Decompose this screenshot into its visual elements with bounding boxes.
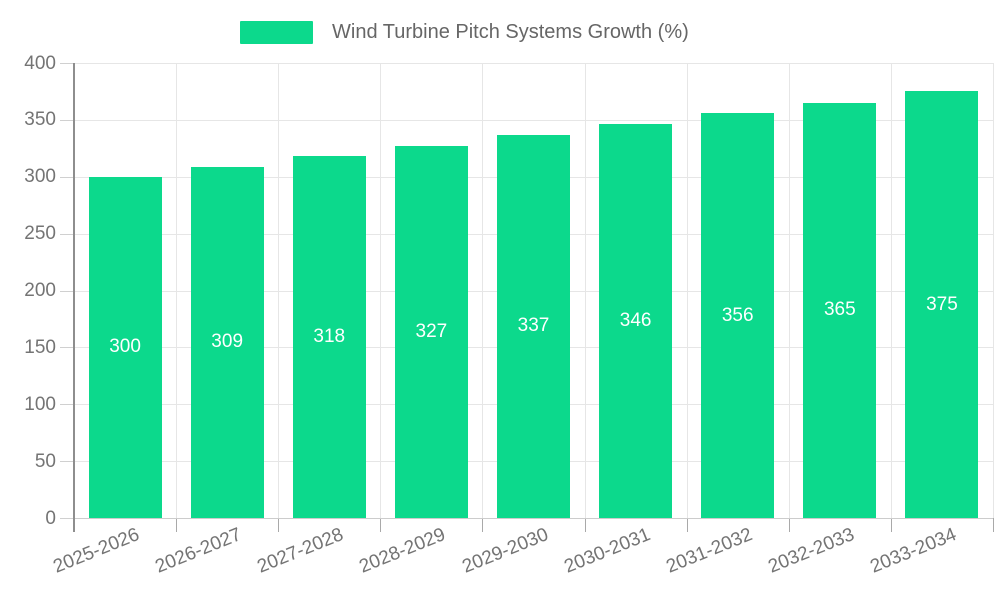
y-axis-label: 0 xyxy=(45,507,56,529)
legend-item[interactable]: Wind Turbine Pitch Systems Growth (%) xyxy=(240,21,689,44)
x-axis-label: 2028-2029 xyxy=(356,524,449,578)
bar-value-label: 327 xyxy=(415,321,448,343)
x-axis-label: 2032-2033 xyxy=(765,524,858,578)
bar[interactable] xyxy=(394,146,468,518)
x-axis-tick xyxy=(176,518,178,532)
y-gridline xyxy=(74,119,993,121)
y-axis-tick xyxy=(60,290,74,292)
x-gridline xyxy=(584,63,586,518)
y-axis-label: 50 xyxy=(34,450,56,472)
bar-value-label: 318 xyxy=(313,326,346,348)
bar[interactable] xyxy=(88,176,162,518)
x-axis-label: 2025-2026 xyxy=(50,524,143,578)
bar[interactable] xyxy=(905,91,979,518)
bar-value-label: 375 xyxy=(926,293,958,315)
x-axis-tick xyxy=(686,518,688,532)
y-axis-tick xyxy=(60,176,74,178)
y-axis-tick xyxy=(60,233,74,235)
bar-value-label: 365 xyxy=(823,299,856,321)
y-axis-line xyxy=(73,63,75,532)
bar-value-label: 309 xyxy=(211,331,244,353)
x-axis-tick xyxy=(890,518,892,532)
x-axis-tick xyxy=(380,518,382,532)
legend-label: Wind Turbine Pitch Systems Growth (%) xyxy=(332,21,689,43)
y-axis-label: 100 xyxy=(24,393,56,415)
x-axis-label: 2030-2031 xyxy=(560,524,654,578)
x-gridline xyxy=(686,63,688,518)
bar[interactable] xyxy=(292,156,366,518)
bar[interactable] xyxy=(803,102,877,518)
bar-value-label: 300 xyxy=(109,336,141,358)
x-gridline xyxy=(788,63,790,518)
y-axis-label: 400 xyxy=(24,52,56,74)
x-axis-tick xyxy=(584,518,586,532)
x-axis-tick xyxy=(482,518,484,532)
y-axis-label: 150 xyxy=(24,336,56,358)
bar-value-label: 356 xyxy=(721,304,754,326)
y-axis-label: 250 xyxy=(24,223,56,245)
y-axis-tick xyxy=(60,461,74,463)
x-gridline xyxy=(278,63,280,518)
x-axis-label: 2026-2027 xyxy=(152,524,245,578)
x-axis-label: 2027-2028 xyxy=(254,524,347,578)
x-axis-label: 2031-2032 xyxy=(663,524,756,578)
y-gridline xyxy=(74,63,993,64)
x-gridline xyxy=(380,63,382,518)
x-gridline xyxy=(890,63,892,518)
y-axis-tick xyxy=(60,518,74,519)
x-axis-label: 2029-2030 xyxy=(458,524,551,578)
bar[interactable] xyxy=(190,166,264,518)
x-axis-tick xyxy=(788,518,790,532)
x-gridline xyxy=(482,63,484,518)
bar-value-label: 337 xyxy=(517,315,550,337)
bar[interactable] xyxy=(701,113,775,518)
bar-value-label: 346 xyxy=(619,310,652,332)
y-axis-tick xyxy=(60,63,74,64)
y-axis-tick xyxy=(60,404,74,406)
legend-swatch xyxy=(240,21,313,44)
x-axis-line xyxy=(74,518,993,519)
bar[interactable] xyxy=(497,134,570,518)
y-axis-tick xyxy=(60,119,74,121)
x-gridline xyxy=(993,63,994,518)
y-axis-tick xyxy=(60,347,74,349)
x-axis-tick xyxy=(993,518,994,532)
bar[interactable] xyxy=(599,124,673,518)
x-axis-tick xyxy=(278,518,280,532)
y-axis-label: 300 xyxy=(24,166,56,188)
y-axis-label: 200 xyxy=(24,280,56,301)
x-axis-label: 2033-2034 xyxy=(867,524,960,578)
y-axis-label: 350 xyxy=(24,109,56,131)
x-gridline xyxy=(176,63,178,518)
